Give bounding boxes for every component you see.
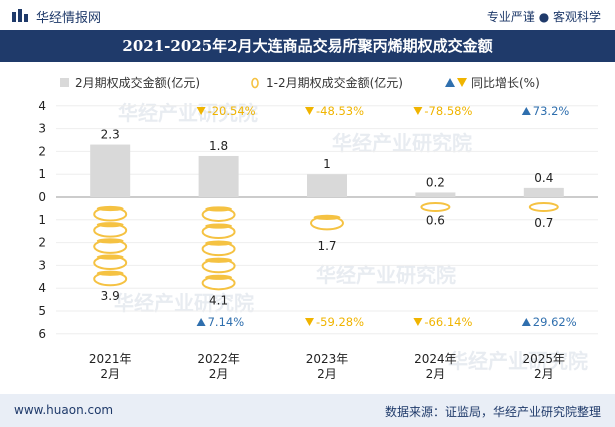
yoy-down-triangle-icon bbox=[196, 107, 206, 115]
yoy-cumulative-label: 7.14% bbox=[208, 315, 245, 329]
yoy-monthly-label: 73.2% bbox=[533, 104, 570, 118]
data-label-cumulative: 0.6 bbox=[426, 214, 445, 228]
coin-stack-cumulative-rim bbox=[313, 214, 341, 220]
coin-stack-cumulative-rim bbox=[205, 257, 233, 263]
x-category-label: 2月 bbox=[317, 367, 337, 381]
yoy-cumulative-label: -66.14% bbox=[424, 315, 472, 329]
yoy-up-triangle-icon bbox=[521, 107, 531, 115]
coin-stack-cumulative-rim bbox=[205, 223, 233, 229]
y-tick-label: 2 bbox=[38, 236, 46, 250]
data-label-monthly: 0.2 bbox=[426, 175, 445, 189]
footer-source: 数据来源：证监局，华经产业研究院整理 bbox=[384, 405, 601, 419]
data-label-monthly: 2.3 bbox=[101, 128, 120, 142]
coin-stack-cumulative-rim bbox=[96, 222, 124, 228]
legend-triangle-up-icon bbox=[445, 78, 455, 87]
x-category-label: 2021年 bbox=[89, 352, 132, 366]
bar-monthly bbox=[198, 155, 239, 197]
bar-monthly bbox=[307, 174, 347, 197]
legend-triangle-down-icon bbox=[457, 78, 467, 87]
y-tick-label: 4 bbox=[38, 99, 46, 113]
x-category-label: 2月 bbox=[534, 367, 554, 381]
yoy-down-triangle-icon bbox=[413, 107, 423, 115]
x-category-label: 2月 bbox=[426, 367, 446, 381]
y-tick-label: 4 bbox=[38, 281, 46, 295]
yoy-up-triangle-icon bbox=[521, 318, 531, 326]
bar-monthly bbox=[523, 187, 564, 197]
coin-stack-cumulative-rim bbox=[205, 240, 233, 246]
footer-bar bbox=[0, 394, 615, 427]
watermark-text-4: 华经产业研究院 bbox=[448, 349, 588, 373]
coin-stack-cumulative-pot bbox=[420, 202, 451, 212]
data-label-monthly: 1.8 bbox=[209, 139, 228, 153]
coin-stack-cumulative-rim bbox=[96, 254, 124, 260]
watermark-text-0: 华经产业研究院 bbox=[118, 101, 258, 125]
data-label-cumulative: 3.9 bbox=[101, 289, 120, 303]
coin-stack-cumulative-rim bbox=[96, 205, 124, 212]
y-tick-label: 3 bbox=[38, 122, 46, 136]
data-label-cumulative: 0.7 bbox=[534, 216, 553, 230]
x-category-label: 2025年 bbox=[523, 352, 566, 366]
y-tick-label: 0 bbox=[38, 190, 46, 204]
watermark-text-3: 华经产业研究院 bbox=[316, 263, 456, 287]
yoy-down-triangle-icon bbox=[413, 318, 423, 326]
legend-swatch-monthly bbox=[60, 78, 69, 87]
top-bar: 华经情报网 专业严谨 ● 客观科学 bbox=[0, 0, 615, 30]
legend-coin-icon bbox=[251, 77, 259, 89]
x-category-label: 2月 bbox=[100, 367, 120, 381]
coin-stack-cumulative-rim bbox=[205, 206, 233, 212]
yoy-monthly-label: -20.54% bbox=[208, 104, 256, 118]
bar-monthly bbox=[90, 144, 131, 197]
x-category-label: 2月 bbox=[209, 367, 229, 381]
chart: 华经产业研究院华经产业研究院华经产业研究院华经产业研究院华经产业研究院2月期权成… bbox=[38, 75, 598, 381]
data-label-cumulative: 1.7 bbox=[317, 239, 336, 253]
yoy-cumulative-label: -59.28% bbox=[316, 315, 364, 329]
x-category-label: 2024年 bbox=[414, 352, 457, 366]
data-label-monthly: 0.4 bbox=[534, 171, 553, 185]
coin-stack-cumulative-rim bbox=[96, 270, 124, 276]
yoy-up-triangle-icon bbox=[196, 318, 206, 326]
x-category-label: 2023年 bbox=[306, 352, 349, 366]
chart-title: 2021-2025年2月大连商品交易所聚丙烯期权成交金额 bbox=[122, 37, 493, 55]
logo-icon bbox=[12, 9, 28, 22]
coin-stack-cumulative-rim bbox=[96, 238, 124, 244]
title-bar bbox=[0, 30, 615, 62]
x-category-label: 2022年 bbox=[197, 352, 240, 366]
y-tick-label: 1 bbox=[38, 213, 46, 227]
y-tick-label: 1 bbox=[38, 167, 46, 181]
y-tick-label: 6 bbox=[38, 327, 46, 341]
yoy-monthly-label: -48.53% bbox=[316, 104, 364, 118]
yoy-cumulative-label: 29.62% bbox=[533, 315, 577, 329]
data-label-monthly: 1 bbox=[323, 157, 331, 171]
yoy-down-triangle-icon bbox=[305, 107, 314, 115]
coin-stack-cumulative-pot bbox=[528, 202, 559, 212]
y-tick-label: 2 bbox=[38, 144, 46, 158]
footer-website: www.huaon.com bbox=[14, 403, 114, 417]
legend-label-cumulative: 1-2月期权成交金额(亿元) bbox=[266, 75, 403, 90]
legend-label-monthly: 2月期权成交金额(亿元) bbox=[75, 75, 200, 90]
yoy-monthly-label: -78.58% bbox=[424, 104, 472, 118]
yoy-down-triangle-icon bbox=[305, 318, 314, 326]
legend-label-yoy: 同比增长(%) bbox=[471, 76, 540, 90]
y-tick-label: 3 bbox=[38, 258, 46, 272]
brand-name: 华经情报网 bbox=[36, 11, 102, 26]
coin-stack-cumulative-rim bbox=[205, 274, 233, 280]
bar-monthly bbox=[415, 192, 456, 197]
y-tick-label: 5 bbox=[38, 304, 46, 318]
data-label-cumulative: 4.1 bbox=[209, 293, 228, 307]
slogan: 专业严谨 ● 客观科学 bbox=[486, 10, 601, 24]
